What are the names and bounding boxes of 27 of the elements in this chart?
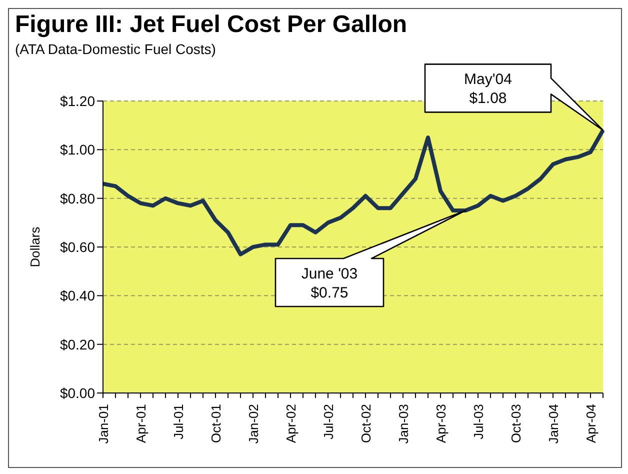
x-tick-label: Jan-02 [246,404,261,444]
x-tick-label: Jul-02 [321,404,336,440]
annotation: June '03 $0.75 [301,266,358,302]
y-tick-label: $0.00 [60,384,96,401]
annotation: May'04 $1.08 [464,71,512,108]
x-tick-label: Jul-03 [471,404,486,440]
x-tick-label: Jul-01 [171,404,186,440]
y-tick-label: $1.00 [60,142,96,158]
y-tick-label: $0.20 [60,336,96,352]
x-tick-label: Oct-02 [358,404,374,444]
x-tick-label: Jan-03 [396,404,411,444]
y-tick-label: $0.60 [60,238,96,255]
x-tick-label: Apr-02 [284,404,298,444]
chart-title: Figure III: Jet Fuel Cost Per Gallon [15,11,408,39]
y-tick-label: $1.20 [60,92,96,109]
y-axis-title: Dollars [28,226,43,268]
x-tick-label: Apr-01 [134,404,148,444]
y-tick-label: $0.80 [60,190,96,206]
y-tick-label: $0.40 [60,288,96,304]
x-tick-label: Apr-03 [434,404,448,444]
line-series [101,128,605,256]
x-tick-label: Jan-04 [546,404,561,444]
x-tick-label: Jan-01 [96,404,111,444]
x-tick-label: Oct-03 [508,404,524,444]
chart-subtitle: (ATA Data-Domestic Fuel Costs) [15,41,216,57]
x-tick-label: Apr-04 [584,404,598,444]
x-tick-label: Oct-01 [208,404,224,444]
